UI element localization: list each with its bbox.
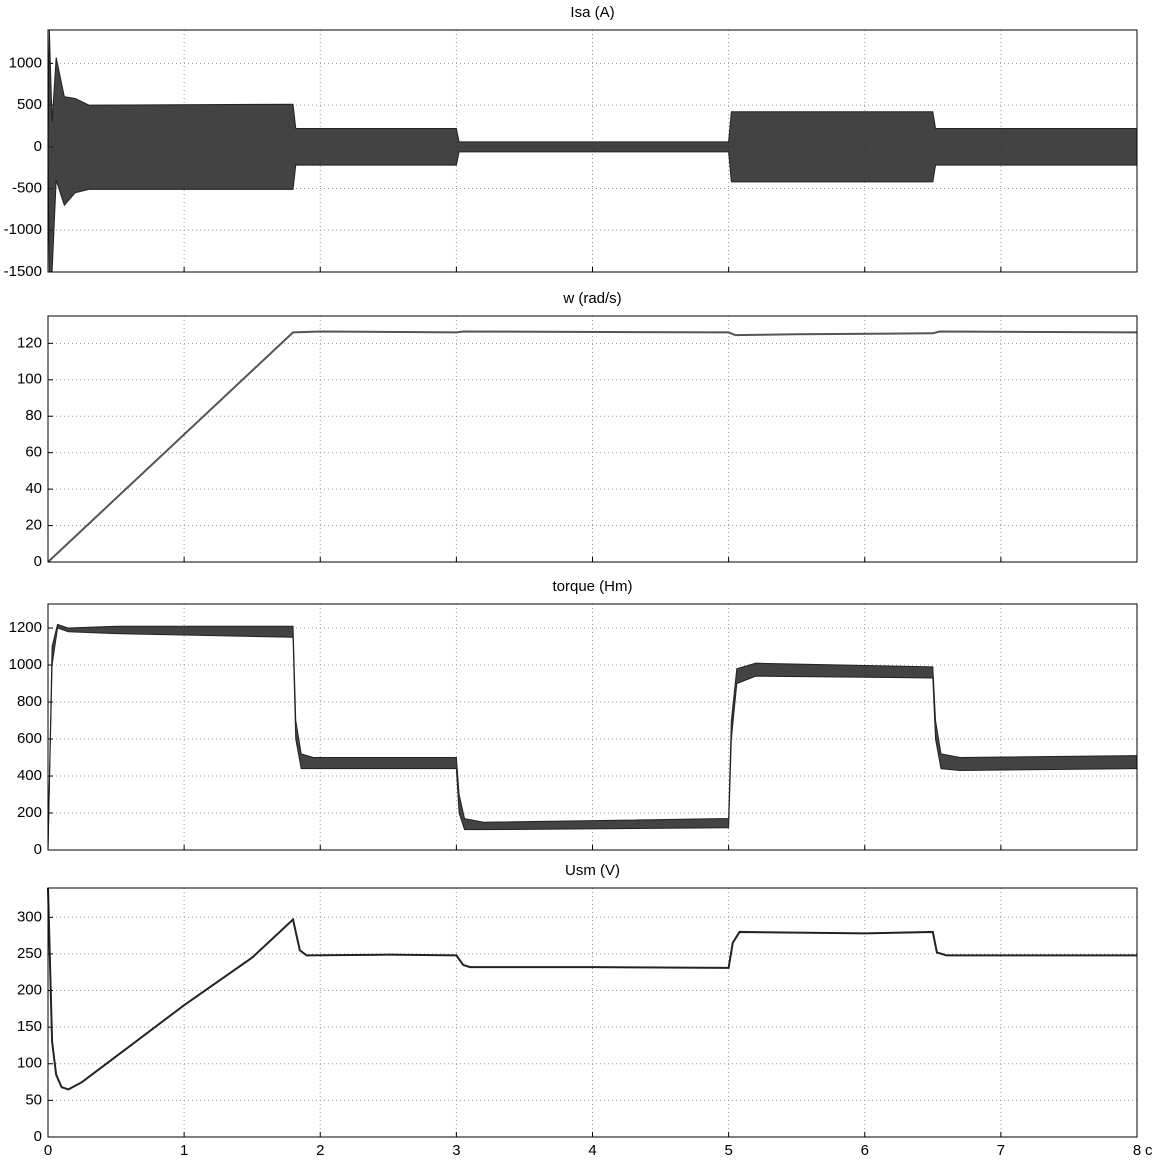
x-tick-label: 7 [997,1142,1005,1159]
y-tick-label: 300 [17,908,42,925]
plot-frame [47,315,1138,563]
y-tick-label: 600 [17,730,42,747]
y-tick-label: 1200 [9,619,42,636]
y-tick-label: 1000 [9,54,42,71]
band-fill [48,30,1137,272]
y-tick-label: 60 [25,444,42,461]
y-tick-label: -500 [12,180,42,197]
x-tick-label: 2 [316,1142,324,1159]
y-tick-label: -1000 [4,221,42,238]
plot-frame [47,887,1138,1138]
envelope-line [47,623,1138,851]
y-tick-label: 0 [34,138,42,155]
x-tick-label: 5 [724,1142,732,1159]
chart-title: torque (Hm) [552,578,632,595]
x-tick-label: 8 [1133,1142,1141,1159]
plot-frame [47,29,1138,273]
y-tick-label: 0 [34,841,42,858]
y-tick-label: -1500 [4,263,42,280]
x-tick-label: 4 [588,1142,596,1159]
chart-title: w (rad/s) [562,290,621,307]
envelope-line [47,146,1137,273]
y-tick-label: 0 [34,553,42,570]
envelope-line [47,29,1137,147]
envelope-line [47,627,1138,851]
y-tick-label: 150 [17,1018,42,1035]
y-tick-label: 100 [17,371,42,388]
x-tick-label: 6 [861,1142,869,1159]
plot-frame [47,603,1138,851]
y-tick-label: 120 [17,334,42,351]
y-tick-label: 40 [25,480,42,497]
data-line [47,887,1137,1091]
y-tick-label: 50 [25,1091,42,1108]
y-tick-label: 200 [17,804,42,821]
x-tick-label: 3 [452,1142,460,1159]
chart-title: Usm (V) [565,862,620,879]
x-tick-label: 1 [180,1142,188,1159]
y-tick-label: 1000 [9,656,42,673]
x-axis-label: c [1145,1142,1153,1159]
y-tick-label: 200 [17,981,42,998]
chart-title: Isa (A) [570,4,614,21]
y-tick-label: 250 [17,945,42,962]
x-tick-label: 0 [44,1142,52,1159]
data-line [47,330,1138,563]
y-tick-label: 500 [17,96,42,113]
y-tick-label: 100 [17,1055,42,1072]
y-tick-label: 800 [17,693,42,710]
y-tick-label: 400 [17,767,42,784]
y-tick-label: 0 [34,1128,42,1145]
y-tick-label: 80 [25,407,42,424]
y-tick-label: 20 [25,517,42,534]
